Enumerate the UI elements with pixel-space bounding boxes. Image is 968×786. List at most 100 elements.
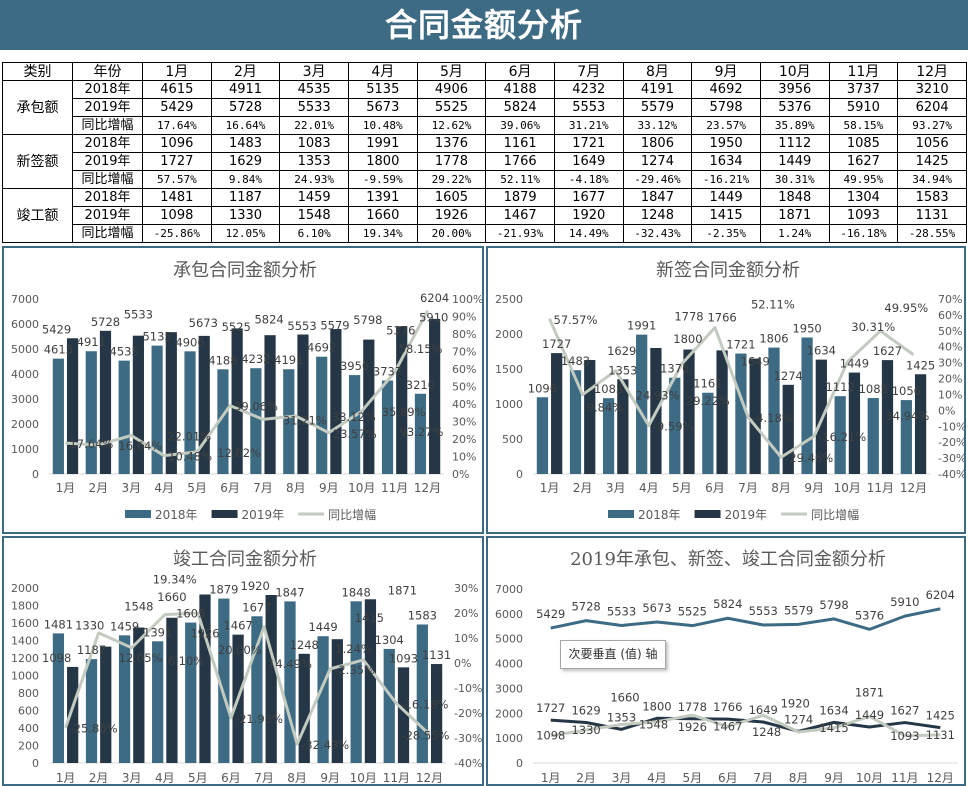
- y2-tick-label: 30%: [452, 416, 476, 429]
- bar-data-label: 1274: [774, 369, 803, 383]
- value-cell: 1096: [142, 134, 212, 153]
- bar-2018年: [669, 377, 681, 474]
- value-cell: 1926: [416, 206, 487, 225]
- x-tick-label: 11月: [867, 481, 894, 495]
- line-data-label: 1415: [819, 721, 848, 735]
- bar-2018年: [381, 380, 394, 474]
- bar-data-label: 1800: [673, 332, 702, 346]
- line-data-label: 24.93%: [636, 389, 680, 403]
- value-cell: 5579: [622, 98, 693, 117]
- chart-panel-contract[interactable]: 承包合同金额分析 0 1000 2000 3000 4000 5000 6000 7000 0% 1…: [2, 246, 484, 534]
- chart-title: 新签合同金额分析: [656, 260, 800, 281]
- bar-data-label: 1634: [807, 344, 836, 358]
- value-cell: -16.18%: [828, 224, 899, 243]
- header-cell: 11月: [828, 62, 899, 81]
- bar-2018年: [250, 368, 262, 474]
- bar-2019年: [551, 353, 563, 474]
- bar-data-label: 1467: [223, 619, 252, 633]
- bar-2018年: [834, 396, 846, 474]
- bar-data-label: 1806: [759, 332, 788, 346]
- value-cell: 16.64%: [210, 116, 281, 135]
- value-cell: 29.22%: [416, 170, 487, 189]
- legend-label: 2019年: [725, 508, 768, 522]
- line-data-label: 6.10%: [168, 654, 205, 668]
- value-cell: -32.43%: [622, 224, 693, 243]
- line-data-label: 5728: [571, 600, 600, 614]
- chart-panel-2019-compare[interactable]: 2019年承包、新签、竣工合同金额分析 0 1000 2000 3000 4000 5000…: [486, 536, 966, 786]
- row-label-cell: 2019年: [72, 152, 143, 171]
- chart-panel-completed[interactable]: 竣工合同金额分析 0 200 400 600 800 1000 1200 1400 1600 180…: [2, 536, 484, 786]
- bar-2018年: [85, 659, 98, 763]
- y-tick-label: 1000: [495, 732, 523, 745]
- chart-completed[interactable]: 竣工合同金额分析 0 200 400 600 800 1000 1200 1400 1600 180…: [4, 538, 484, 786]
- chart-panel-new-signed[interactable]: 新签合同金额分析 0 500 1000 1500 2000 2500 -40% -30% -20%…: [486, 246, 966, 534]
- bar-data-label: 1376: [660, 362, 689, 376]
- bar-2019年: [364, 599, 377, 763]
- line-data-label: -4.18%: [752, 411, 793, 425]
- axis-tooltip: 次要垂直 (值) 轴: [560, 640, 666, 669]
- bar-data-label: 1483: [561, 354, 590, 368]
- line-data-label: 5553: [749, 604, 778, 618]
- value-cell: 22.01%: [279, 116, 349, 135]
- line-data-label: 1467: [713, 720, 742, 734]
- line-data-label: 58.15%: [399, 342, 443, 356]
- line-data-label: 1926: [678, 720, 707, 734]
- chart-new-signed[interactable]: 新签合同金额分析 0 500 1000 1500 2000 2500 -40% -30% -20%…: [488, 248, 966, 534]
- x-tick-label: 10月: [350, 771, 377, 785]
- line-data-label: -28.55%: [401, 728, 449, 742]
- x-tick-label: 12月: [416, 771, 443, 785]
- chart-contract[interactable]: 承包合同金额分析 0 1000 2000 3000 4000 5000 6000 7000 0% 1…: [4, 248, 484, 534]
- bar-data-label: 1847: [275, 585, 304, 599]
- bar-data-label: 5673: [189, 316, 218, 330]
- y-tick-label: 1500: [495, 363, 523, 376]
- header-cell: 2月: [210, 62, 281, 81]
- y-tick-label: 3000: [11, 393, 39, 406]
- bar-2019年: [430, 664, 443, 763]
- bar-data-label: 5728: [91, 315, 120, 329]
- bar-2019年: [99, 330, 112, 474]
- x-tick-label: 1月: [56, 481, 76, 495]
- chart-2019-compare[interactable]: 2019年承包、新签、竣工合同金额分析 0 1000 2000 3000 4000 5000…: [488, 538, 966, 786]
- bar-data-label: 3956: [340, 359, 369, 373]
- y-tick-label: 4000: [495, 658, 523, 671]
- value-cell: -28.55%: [897, 224, 967, 243]
- bar-data-label: 5429: [42, 322, 71, 336]
- bar-data-label: 1926: [190, 626, 219, 640]
- value-cell: 1727: [142, 152, 212, 171]
- y2-tick-label: 0%: [454, 657, 471, 670]
- bar-2018年: [118, 635, 131, 763]
- line-data-label: 34.94%: [885, 409, 929, 423]
- line-data-label: 1629: [571, 704, 600, 718]
- bar-data-label: 1649: [741, 355, 770, 369]
- x-tick-label: 2月: [89, 481, 109, 495]
- value-cell: -25.86%: [142, 224, 212, 243]
- bar-data-label: 1056: [892, 384, 921, 398]
- table-row: 同比增幅 57.57% 9.84% 24.93% -9.59% 29.22% 52.11% -…: [3, 170, 967, 189]
- header-cell: 4月: [347, 62, 418, 81]
- bar-2018年: [900, 400, 912, 474]
- y-tick-label: 400: [18, 722, 39, 735]
- line-data-label: 1353: [607, 710, 636, 724]
- value-cell: 1481: [142, 188, 212, 207]
- x-tick-label: 2月: [576, 771, 596, 785]
- header-cell: 8月: [622, 62, 693, 81]
- y2-tick-label: -20%: [938, 436, 966, 449]
- table-row: 竣工额 2018年 1481 1187 1459 1391 1605 1879 1677 1847…: [2, 188, 967, 243]
- bar-data-label: 1353: [608, 363, 637, 377]
- line-data-label: 1274: [784, 712, 813, 726]
- value-cell: 5910: [828, 98, 899, 117]
- x-tick-label: 3月: [122, 771, 142, 785]
- y-tick-label: 2000: [495, 707, 523, 720]
- legend-label: 2018年: [638, 508, 681, 522]
- table-row: 承包额 2018年 4615 4911 4535 5135 4906 4188 4232 4191…: [2, 80, 967, 135]
- line-data-label: -32.43%: [301, 738, 349, 752]
- value-cell: 1800: [347, 152, 418, 171]
- legend-label: 2018年: [155, 508, 198, 522]
- value-cell: 1425: [897, 152, 967, 171]
- bar-data-label: 5798: [353, 313, 382, 327]
- bar-data-label: 1627: [873, 344, 902, 358]
- value-cell: 10.48%: [347, 116, 418, 135]
- bar-data-label: 1098: [42, 651, 71, 665]
- y2-tick-label: 100%: [452, 293, 483, 306]
- value-cell: 30.31%: [759, 170, 830, 189]
